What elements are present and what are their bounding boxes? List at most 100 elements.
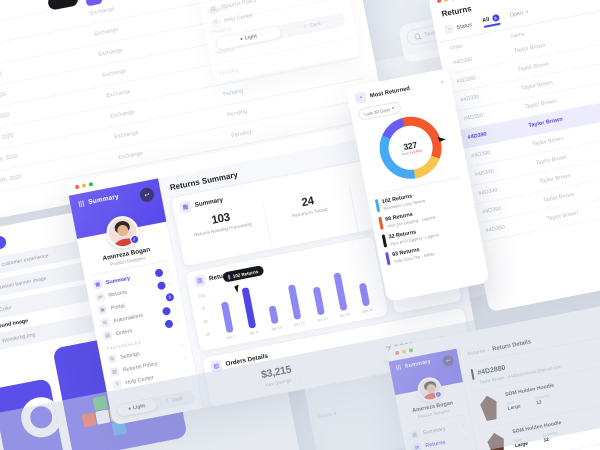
close-icon[interactable] bbox=[74, 184, 80, 190]
collapse-button[interactable]: ↩ bbox=[138, 186, 156, 204]
count-badge bbox=[164, 318, 174, 329]
minimize-icon[interactable] bbox=[401, 349, 407, 354]
menu-icon: ▣ bbox=[97, 304, 108, 316]
menu-icon: ▧ bbox=[109, 366, 120, 377]
card-title: Most Returned bbox=[369, 85, 411, 100]
chevron-down-icon: ▾ bbox=[391, 105, 395, 111]
theme-dark-option[interactable]: ☾ Dark bbox=[154, 391, 194, 410]
bar-icon bbox=[227, 274, 231, 280]
legend-color-bar bbox=[374, 199, 380, 213]
status-icon: ◔ bbox=[443, 23, 455, 35]
period-dropdown[interactable]: Last 30 Days ▾ bbox=[357, 101, 402, 122]
menu-icon: ||| bbox=[77, 199, 86, 208]
chart-bar[interactable] bbox=[268, 305, 280, 325]
y-axis-label: 100 bbox=[197, 292, 206, 300]
tab-all-label: All bbox=[481, 16, 490, 24]
theme-light-option[interactable]: ● Light bbox=[116, 398, 157, 418]
chart-icon: ▥ bbox=[193, 274, 207, 288]
chevron-down-icon: ▾ bbox=[333, 410, 337, 418]
theme-dark-option[interactable]: ☾ Dark bbox=[279, 13, 345, 37]
chart-bar[interactable] bbox=[312, 286, 325, 316]
moon-icon: ☾ bbox=[303, 23, 309, 31]
count-badge bbox=[157, 280, 167, 290]
chevron-right-icon: › bbox=[169, 280, 172, 287]
chevron-right-icon: › bbox=[183, 354, 187, 362]
tab-all[interactable]: All 6 bbox=[481, 13, 501, 28]
minimize-icon[interactable] bbox=[81, 183, 87, 188]
logo-square-green bbox=[92, 395, 108, 411]
chevron-down-icon: ▾ bbox=[440, 78, 445, 86]
x-axis-label: Jan 1 bbox=[226, 334, 236, 341]
legend-color-bar bbox=[378, 216, 384, 230]
theme-light-label: Light bbox=[244, 33, 258, 42]
product-image bbox=[476, 394, 502, 423]
maximize-icon[interactable] bbox=[450, 0, 456, 1]
sidebar-menu: ▦ Summary › ⇄ Returns › bbox=[85, 263, 187, 344]
maximize-icon[interactable] bbox=[88, 181, 94, 187]
legend-color-bar bbox=[385, 252, 391, 266]
order-accent-bar bbox=[470, 368, 475, 381]
sidebar-item-label: Returns bbox=[424, 438, 446, 449]
close-icon[interactable] bbox=[394, 350, 400, 356]
chevron-right-icon: › bbox=[461, 422, 465, 429]
size-value: Large bbox=[507, 404, 522, 412]
tab-open[interactable]: Open ▾ bbox=[509, 9, 530, 22]
logo-tile-small[interactable] bbox=[0, 378, 65, 450]
x-axis-label: Jan 10 bbox=[270, 325, 283, 332]
menu-icon: ⚙ bbox=[205, 0, 216, 1]
search-icon bbox=[413, 32, 421, 41]
chevron-right-icon: › bbox=[166, 267, 170, 274]
chevron-right-icon: › bbox=[186, 367, 189, 374]
close-icon[interactable] bbox=[436, 0, 442, 4]
theme-light-option[interactable]: ● Light bbox=[215, 25, 282, 51]
status-filter-label: Status bbox=[455, 21, 473, 31]
menu-icon: ▦ bbox=[409, 429, 420, 440]
moon-icon: ☾ bbox=[165, 398, 172, 405]
product-image bbox=[483, 431, 509, 450]
chart-bar[interactable] bbox=[220, 301, 234, 334]
chart-bar[interactable] bbox=[333, 272, 348, 312]
legend-color-bar bbox=[381, 234, 387, 248]
menu-icon: ▤ bbox=[102, 330, 113, 341]
chart-bar[interactable] bbox=[288, 284, 302, 321]
menu-icon: ⇄ bbox=[411, 442, 423, 450]
chart-bar[interactable] bbox=[358, 282, 371, 307]
count-badge: 6 bbox=[165, 292, 175, 302]
cursor-icon bbox=[437, 134, 446, 142]
most-returned-icon: ◔ bbox=[354, 91, 368, 105]
theme-dark-label: Dark bbox=[171, 395, 184, 404]
menu-icon: ⚙ bbox=[99, 317, 111, 328]
returns-donut-chart: 327 Total (+14%) bbox=[374, 111, 447, 185]
minimize-icon[interactable] bbox=[443, 0, 449, 2]
chart-bar[interactable] bbox=[241, 287, 257, 329]
primary-pill-button[interactable]: ⋯ bbox=[0, 234, 8, 252]
brand-color-label: Brand Color bbox=[0, 304, 12, 316]
menu-icon: ? bbox=[210, 17, 222, 29]
y-axis-label: 25 bbox=[205, 331, 211, 338]
most-returned-list: 102 Returns Seamless Long Sleeve 68 Retu… bbox=[374, 182, 477, 270]
chevron-right-icon: › bbox=[487, 347, 491, 354]
menu-icon: ||| bbox=[395, 364, 402, 372]
breadcrumb-current: Return Details bbox=[491, 339, 532, 353]
summary-icon: ▦ bbox=[178, 200, 192, 214]
banner-field-label: Upload custom banner image bbox=[0, 275, 48, 294]
x-axis-label: Jan 20 bbox=[316, 316, 329, 323]
breadcrumb-root[interactable]: Returns bbox=[467, 348, 486, 358]
size-value: Large bbox=[514, 441, 529, 450]
count-badge bbox=[162, 305, 172, 316]
sidebar-item-label: Help Center bbox=[223, 12, 254, 25]
donut-delta: (+14%) bbox=[409, 148, 423, 155]
dot-icon: ● bbox=[127, 405, 132, 413]
y-axis-label: 75 bbox=[200, 306, 206, 312]
tab-all-badge: 6 bbox=[491, 13, 500, 23]
dot-icon: ● bbox=[239, 36, 244, 43]
theme-dark-label: Dark bbox=[309, 21, 322, 29]
count-badge bbox=[154, 267, 164, 278]
y-axis-label: 50 bbox=[202, 318, 209, 325]
logo-square-white bbox=[95, 409, 111, 425]
tab-open-label: Open bbox=[509, 9, 524, 19]
chevron-right-icon: › bbox=[174, 305, 177, 313]
maximize-icon[interactable] bbox=[408, 347, 414, 353]
collapse-button[interactable]: ↩ bbox=[441, 354, 455, 368]
menu-icon: ? bbox=[111, 379, 123, 390]
